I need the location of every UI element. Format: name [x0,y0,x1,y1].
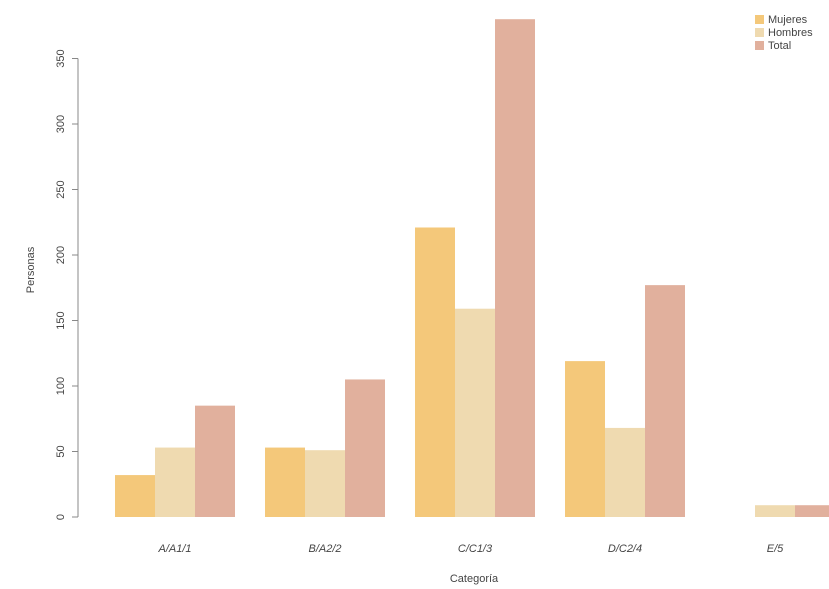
bar-mujeres-1 [115,475,155,517]
bar-hombres-3 [455,308,495,517]
legend-label-hombres: Hombres [768,27,813,39]
bar-total-4 [645,285,685,517]
legend-swatch-total [755,41,764,50]
bar-hombres-2 [305,450,345,517]
legend-swatch-mujeres [755,15,764,24]
y-tick-label: 350 [55,49,67,67]
y-tick-label: 100 [55,377,67,395]
x-tick-label: B/A2/2 [308,543,341,555]
y-axis-title: Personas [25,246,37,293]
y-axis: 0 50 100 150 200 250 300 350 [55,49,79,520]
bars [115,19,829,518]
y-tick-label: 200 [55,246,67,264]
x-tick-label: A/A1/1 [157,543,191,555]
legend-label-total: Total [768,40,791,52]
bar-mujeres-2 [265,447,305,517]
x-tick-label: D/C2/4 [608,543,642,555]
bar-total-2 [345,379,385,517]
y-tick-label: 0 [55,514,67,520]
bar-hombres-1 [155,447,195,517]
y-tick-label: 50 [55,445,67,457]
bar-mujeres-4 [565,361,605,517]
y-tick-label: 300 [55,115,67,133]
x-axis-title: Categoría [450,573,499,585]
bar-hombres-5 [755,505,795,517]
legend-swatch-hombres [755,28,764,37]
bar-mujeres-3 [415,227,455,518]
x-axis-labels: A/A1/1 B/A2/2 C/C1/3 D/C2/4 E/5 [157,543,784,555]
legend-label-mujeres: Mujeres [768,14,808,26]
x-tick-label: C/C1/3 [458,543,493,555]
y-tick-label: 250 [55,180,67,198]
bar-total-5 [795,505,829,517]
bar-total-1 [195,405,235,517]
y-tick-label: 150 [55,311,67,329]
bar-total-3 [495,19,535,517]
x-tick-label: E/5 [767,543,784,555]
bar-hombres-4 [605,427,645,517]
